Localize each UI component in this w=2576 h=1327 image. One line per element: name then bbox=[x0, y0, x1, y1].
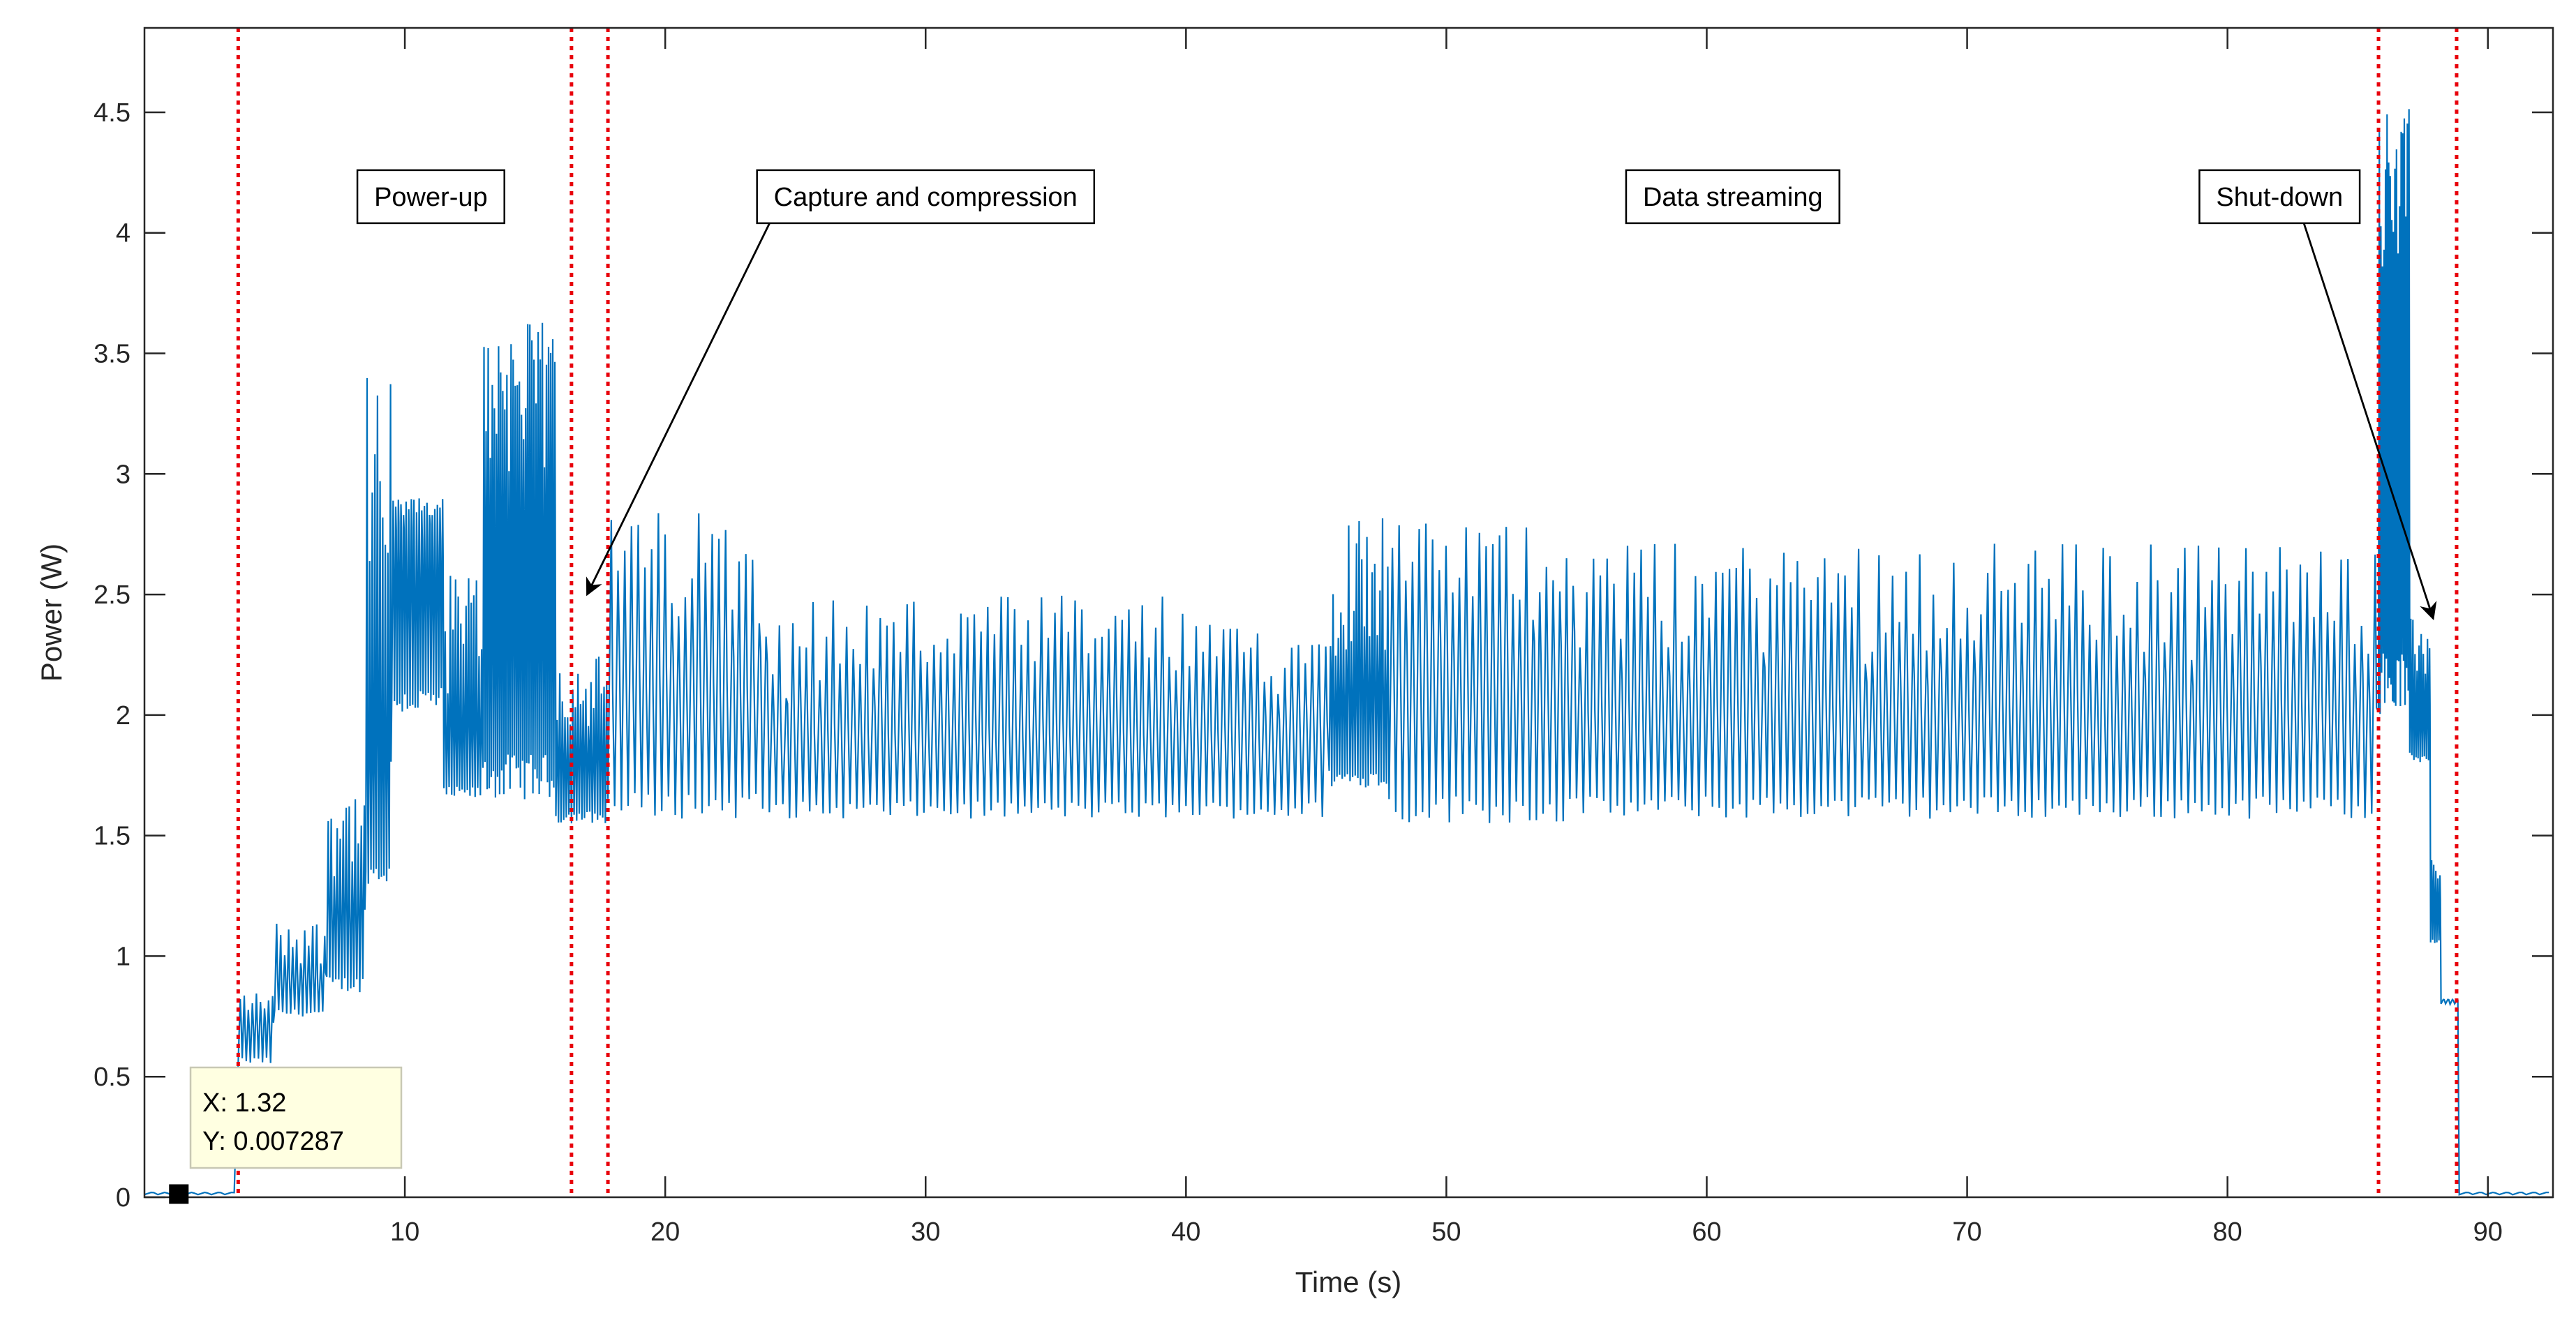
annotation-label: Data streaming bbox=[1643, 183, 1823, 212]
y-tick-label: 0.5 bbox=[94, 1063, 131, 1092]
annotation-box bbox=[1625, 169, 1840, 225]
y-tick-label: 4 bbox=[116, 219, 131, 248]
annotation-arrow bbox=[2302, 223, 2437, 621]
datatip-box bbox=[189, 1066, 403, 1169]
y-tick-label: 0 bbox=[116, 1183, 131, 1213]
x-tick-label: 30 bbox=[911, 1217, 940, 1247]
datatip: X: 1.32 Y: 0.007287 bbox=[169, 1066, 403, 1204]
x-tick-label: 10 bbox=[390, 1217, 419, 1247]
annotation-box bbox=[2198, 169, 2361, 225]
annotation-power-up: Power-up bbox=[356, 169, 505, 225]
annotation-data-streaming: Data streaming bbox=[1625, 169, 1840, 225]
datatip-y-label: Y: 0.007287 bbox=[202, 1127, 344, 1156]
annotations: Power-up Capture and compression Data stre… bbox=[356, 169, 2437, 621]
x-tick-label: 80 bbox=[2213, 1217, 2242, 1247]
x-tick-label: 50 bbox=[1431, 1217, 1461, 1247]
y-tick-label: 2.5 bbox=[94, 580, 131, 610]
phase-lines bbox=[236, 28, 2459, 1197]
y-tick-label: 2 bbox=[116, 701, 131, 730]
y-tick-label: 1.5 bbox=[94, 822, 131, 851]
annotation-shut-down: Shut-down bbox=[2198, 169, 2437, 621]
datatip-marker[interactable] bbox=[169, 1184, 189, 1204]
y-axis-label: Power (W) bbox=[35, 543, 68, 682]
axes-box bbox=[143, 27, 2554, 1199]
series-layer bbox=[144, 109, 2549, 1196]
x-tick-label: 20 bbox=[650, 1217, 680, 1247]
x-axis-ticks: 10 20 30 40 50 60 70 80 90 bbox=[390, 28, 2503, 1247]
annotation-capture-and-compression: Capture and compression bbox=[586, 169, 1096, 597]
x-tick-label: 40 bbox=[1171, 1217, 1200, 1247]
annotation-label: Power-up bbox=[374, 183, 488, 212]
annotation-arrow bbox=[586, 223, 770, 597]
annotation-label: Shut-down bbox=[2216, 183, 2343, 212]
y-tick-label: 3.5 bbox=[94, 340, 131, 369]
x-tick-label: 90 bbox=[2473, 1217, 2503, 1247]
series-power-line bbox=[144, 109, 2549, 1196]
y-tick-label: 3 bbox=[116, 460, 131, 489]
x-tick-label: 70 bbox=[1952, 1217, 1981, 1247]
y-axis-ticks: 0 0.5 1 1.5 2 2.5 3 3.5 4 4.5 bbox=[94, 98, 2553, 1213]
y-tick-label: 1 bbox=[116, 942, 131, 971]
annotation-box bbox=[356, 169, 505, 225]
annotation-box bbox=[756, 169, 1096, 225]
y-tick-label: 4.5 bbox=[94, 98, 131, 128]
x-axis-label: Time (s) bbox=[1295, 1266, 1401, 1298]
annotation-label: Capture and compression bbox=[774, 183, 1078, 212]
x-tick-label: 60 bbox=[1692, 1217, 1721, 1247]
datatip-x-label: X: 1.32 bbox=[202, 1088, 286, 1118]
